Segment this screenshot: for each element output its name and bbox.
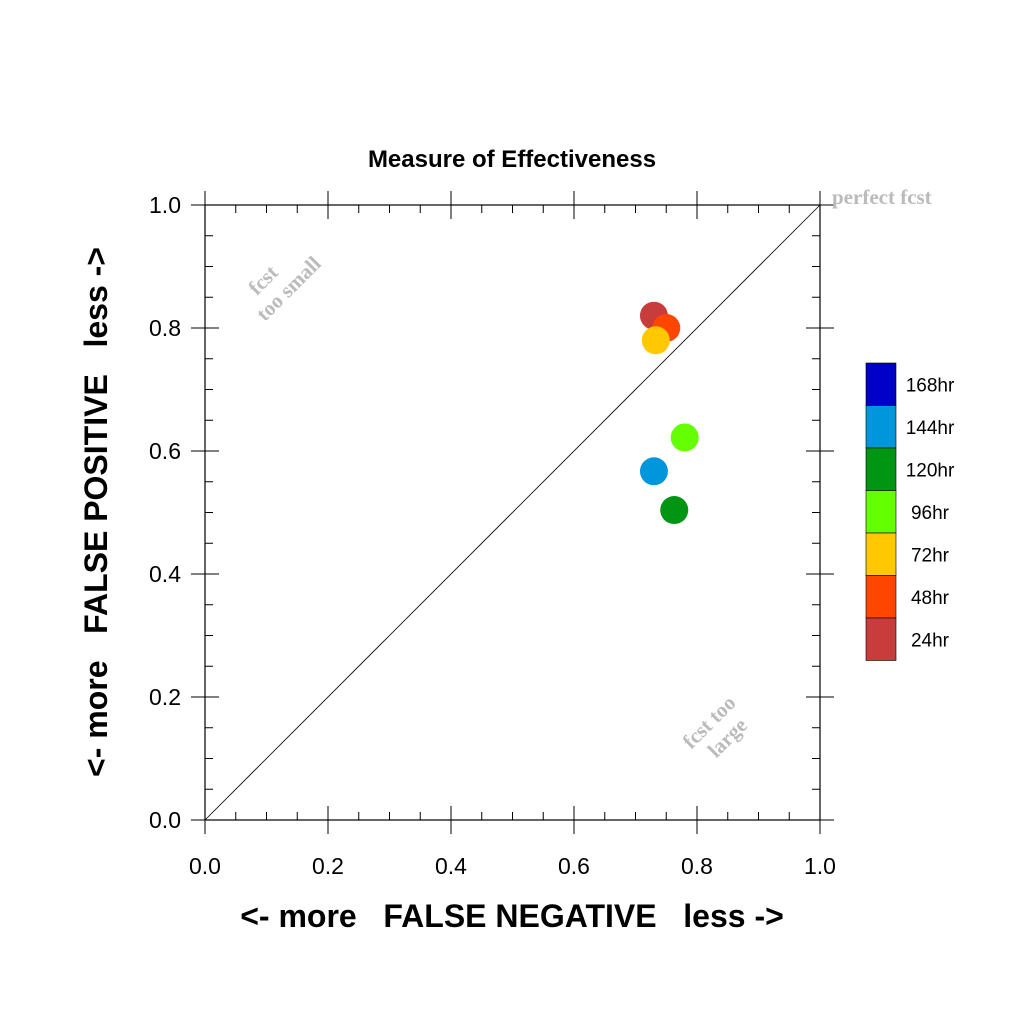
x-axis-label: <- more FALSE NEGATIVE less -> (240, 898, 784, 934)
legend-swatch-96hr (865, 490, 897, 534)
legend-swatch-24hr (865, 617, 897, 661)
y-tick-label: 0.2 (149, 684, 181, 710)
y-tick-label: 0.4 (149, 561, 181, 587)
legend-label-96hr: 96hr (911, 503, 950, 524)
legend-label-48hr: 48hr (911, 588, 950, 609)
y-axis-label: <- more FALSE POSITIVE less -> (78, 247, 114, 777)
y-tick-label: 1.0 (149, 192, 181, 218)
data-point-120hr (660, 496, 689, 525)
y-tick-label: 0.8 (149, 315, 181, 341)
x-tick-label: 0.8 (681, 853, 713, 879)
chart-title: Measure of Effectiveness (368, 146, 656, 173)
y-tick-label: 0.0 (149, 807, 181, 833)
data-point-96hr (670, 423, 699, 452)
legend-swatch-168hr (865, 362, 897, 406)
perfect-forecast-diagonal (204, 204, 821, 821)
x-tick-label: 0.0 (189, 853, 221, 879)
x-tick-label: 1.0 (804, 853, 836, 879)
legend-label-24hr: 24hr (911, 630, 950, 651)
legend: 168hr 144hr 120hr 96hr 72hr 48hr 24hr (865, 362, 955, 661)
data-point-72hr (641, 326, 670, 355)
legend-swatch-120hr (865, 447, 897, 491)
perfect-fcst-label: perfect fcst (832, 185, 932, 209)
x-tick-label: 0.4 (435, 853, 467, 879)
x-tick-label: 0.2 (312, 853, 344, 879)
legend-label-120hr: 120hr (906, 460, 955, 481)
x-tick-label: 0.6 (558, 853, 590, 879)
legend-swatch-72hr (865, 532, 897, 576)
y-tick-label: 0.6 (149, 438, 181, 464)
legend-label-144hr: 144hr (906, 418, 955, 439)
legend-label-168hr: 168hr (906, 375, 955, 396)
plot-area: 0.0 0.2 0.4 0.6 0.8 1.0 0.0 0.2 0.4 0.6 0.8 1.0 perf… (149, 185, 932, 879)
data-point-144hr (639, 457, 668, 486)
legend-swatch-144hr (865, 405, 897, 449)
legend-label-72hr: 72hr (911, 545, 950, 566)
legend-swatch-48hr (865, 575, 897, 619)
